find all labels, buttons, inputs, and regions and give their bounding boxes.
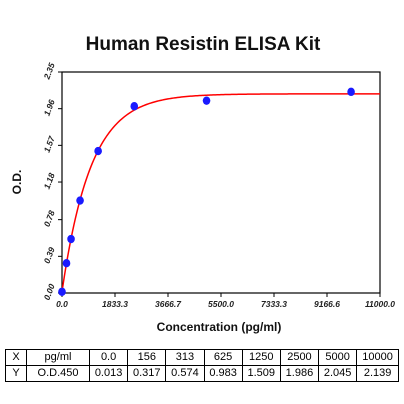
table-cell: 2.045 xyxy=(318,365,358,382)
y-tick-label: 1.96 xyxy=(42,98,57,117)
data-point xyxy=(94,146,102,156)
y-tick-label: 2.35 xyxy=(41,61,56,81)
x-tick-label: 0.0 xyxy=(56,299,68,309)
data-point xyxy=(62,258,71,268)
fit-curve xyxy=(61,93,380,292)
y-tick-label: 0.78 xyxy=(42,209,57,228)
y-tick-label: 1.57 xyxy=(42,134,57,154)
y-tick-label: 0.00 xyxy=(42,282,57,301)
table-cell: Y xyxy=(5,365,27,382)
data-point xyxy=(67,234,75,244)
table-cell: 625 xyxy=(203,349,243,366)
y-tick-label: 1.18 xyxy=(42,171,57,190)
table-cell: 1250 xyxy=(241,349,281,366)
x-tick-label: 3666.7 xyxy=(155,299,182,309)
axis-ticks: 0.0 1833.3 3666.7 5500.0 7333.3 9166.6 11000.0… xyxy=(41,61,395,309)
x-tick-label: 5500.0 xyxy=(208,299,234,309)
x-tick-label: 9166.6 xyxy=(314,299,340,309)
plot-area xyxy=(61,71,381,294)
data-point xyxy=(130,102,139,111)
x-tick-label: 1833.3 xyxy=(102,299,128,309)
x-axis-label: Concentration (pg/ml) xyxy=(157,320,282,334)
data-point xyxy=(58,287,66,296)
table-cell: pg/ml xyxy=(26,349,90,366)
table-cell: X xyxy=(5,349,27,366)
y-tick-label: 0.39 xyxy=(42,246,57,265)
x-tick-label: 7333.3 xyxy=(261,299,287,309)
data-point xyxy=(202,96,211,105)
table-cell: 1.509 xyxy=(241,365,281,382)
table-cell: O.D.450 xyxy=(26,365,90,382)
table-cell: 1.986 xyxy=(279,365,320,382)
table-cell: 156 xyxy=(127,349,167,366)
table-cell: 0.0 xyxy=(88,349,129,366)
data-point xyxy=(347,87,355,97)
table-cell: 5000 xyxy=(318,349,358,366)
chart: Human Resistin ELISA Kit 0.0 1833.3 3666.7… xyxy=(10,34,395,334)
x-tick-label: 11000.0 xyxy=(365,299,395,309)
table-cell: 313 xyxy=(165,349,205,366)
y-axis-label: O.D. xyxy=(10,170,24,195)
fit-curve-layer xyxy=(61,93,380,292)
table-cell: 0.317 xyxy=(127,365,167,382)
table-cell: 0.013 xyxy=(88,365,129,382)
data-point xyxy=(76,196,84,205)
points-layer xyxy=(58,87,355,296)
table-cell: 2500 xyxy=(279,349,320,366)
chart-title: Human Resistin ELISA Kit xyxy=(86,34,321,55)
table-cell: 0.983 xyxy=(203,365,243,382)
table-cell: 2.139 xyxy=(356,365,399,382)
table-cell: 10000 xyxy=(356,349,399,366)
table-row: Y O.D.450 0.013 0.317 0.574 0.983 1.509 1.986 2.… xyxy=(5,365,399,382)
table-cell: 0.574 xyxy=(165,365,205,382)
